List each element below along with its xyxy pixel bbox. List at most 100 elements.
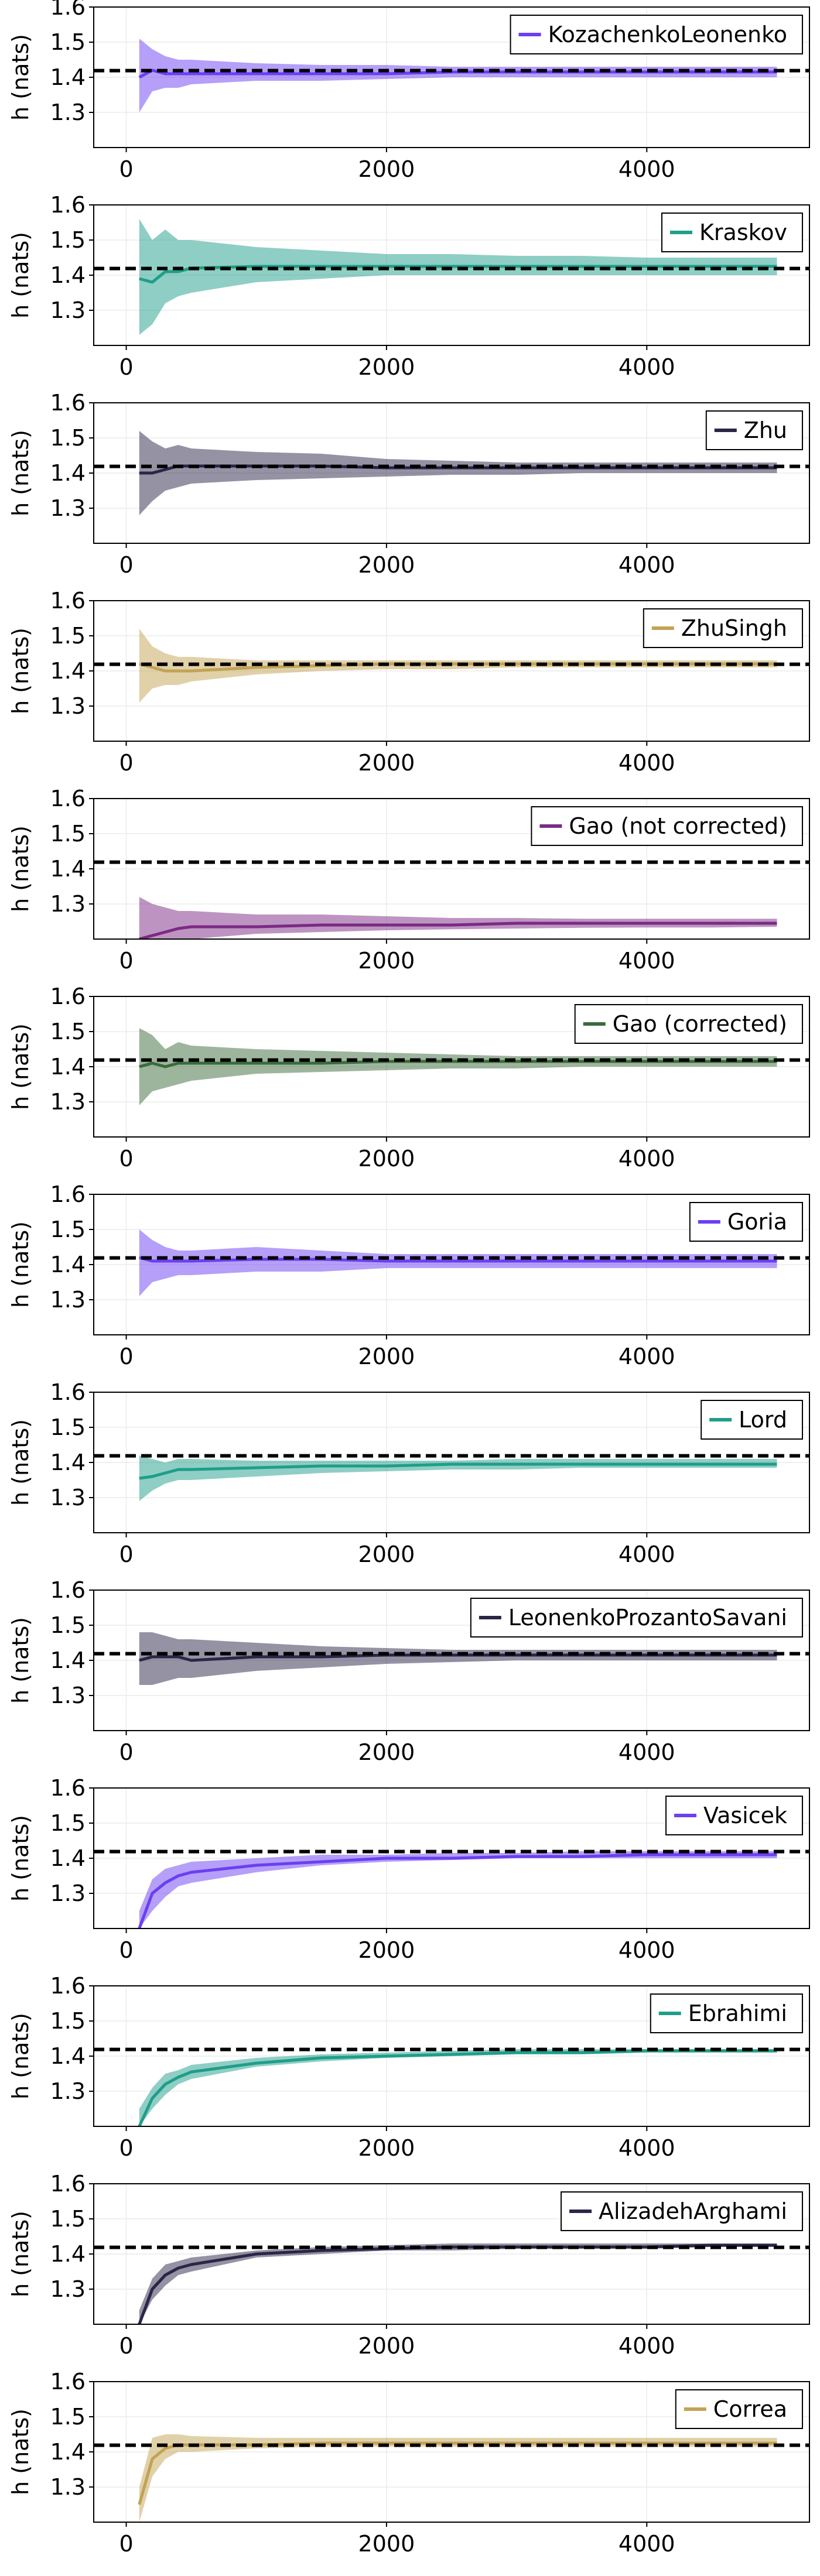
- y-tick-label: 1.6: [50, 588, 86, 614]
- x-tick-label: 4000: [619, 1739, 675, 1765]
- legend-label: AlizadehArghami: [599, 2198, 787, 2224]
- x-tick-label: 4000: [619, 156, 675, 182]
- x-tick-label: 4000: [619, 2333, 675, 2359]
- legend-label: Goria: [727, 1209, 787, 1235]
- y-tick-label: 1.5: [50, 1810, 86, 1836]
- y-tick-label: 1.4: [50, 2439, 86, 2465]
- y-axis-label: h (nats): [8, 1221, 33, 1308]
- y-tick-label: 1.4: [50, 2241, 86, 2267]
- legend: Lord: [701, 1400, 803, 1440]
- y-tick-label: 1.3: [50, 891, 86, 917]
- x-tick-label: 4000: [619, 1937, 675, 1963]
- legend-box: [561, 2191, 803, 2231]
- y-tick-label: 1.4: [50, 262, 86, 288]
- x-tick-label: 4000: [619, 2135, 675, 2161]
- legend: Correa: [675, 2389, 803, 2429]
- confidence-band: [139, 39, 777, 112]
- x-tick-label: 2000: [358, 1739, 415, 1765]
- y-tick-label: 1.6: [50, 0, 86, 20]
- legend-label: Gao (not corrected): [569, 813, 787, 839]
- legend: Goria: [689, 1202, 803, 1242]
- y-tick-label: 1.5: [50, 1414, 86, 1440]
- y-tick-label: 1.4: [50, 1252, 86, 1277]
- y-tick-label: 1.3: [50, 1089, 86, 1115]
- x-tick-label: 0: [119, 750, 133, 776]
- y-tick-label: 1.6: [50, 2369, 86, 2395]
- y-tick-label: 1.4: [50, 460, 86, 486]
- chart-panel-12: 1.3 1.4 1.5 1.6 0 2000 4000 h (nats) Correa: [8, 2369, 810, 2557]
- chart-panel-1: 1.3 1.4 1.5 1.6 0 2000 4000 h (nats) Kraskov: [8, 192, 810, 380]
- legend-label: Correa: [713, 2396, 787, 2422]
- y-tick-label: 1.6: [50, 2171, 86, 2197]
- legend: Kraskov: [661, 213, 803, 252]
- chart-panel-8: 1.3 1.4 1.5 1.6 0 2000 4000 h (nats) LeonenkoPro…: [8, 1577, 810, 1765]
- chart-panel-6: 1.3 1.4 1.5 1.6 0 2000 4000 h (nats) Goria: [8, 1181, 810, 1369]
- legend-label: Vasicek: [703, 1803, 787, 1828]
- y-tick-label: 1.6: [50, 1379, 86, 1405]
- y-tick-label: 1.6: [50, 192, 86, 218]
- y-tick-label: 1.5: [50, 1019, 86, 1044]
- data-layer: [94, 2243, 809, 2324]
- y-tick-label: 1.4: [50, 658, 86, 684]
- x-tick-label: 0: [119, 2333, 133, 2359]
- legend: Ebrahimi: [650, 1993, 803, 2033]
- y-tick-label: 1.5: [50, 2404, 86, 2430]
- data-layer: [94, 1454, 809, 1501]
- y-axis-label: h (nats): [8, 1023, 33, 1110]
- legend-label: ZhuSingh: [681, 615, 787, 641]
- chart-panel-11: 1.3 1.4 1.5 1.6 0 2000 4000 h (nats) AlizadehArg…: [8, 2171, 810, 2359]
- y-tick-label: 1.3: [50, 100, 86, 125]
- y-tick-label: 1.3: [50, 2474, 86, 2500]
- y-axis-label: h (nats): [8, 1617, 33, 1704]
- mean-line: [139, 1256, 777, 1263]
- y-axis-label: h (nats): [8, 232, 33, 318]
- y-axis-label: h (nats): [8, 2013, 33, 2099]
- y-tick-label: 1.3: [50, 1287, 86, 1313]
- x-tick-label: 2000: [358, 156, 415, 182]
- x-tick-label: 2000: [358, 2135, 415, 2161]
- legend-label: Kraskov: [699, 220, 787, 245]
- y-tick-label: 1.4: [50, 1054, 86, 1080]
- y-tick-label: 1.3: [50, 1485, 86, 1510]
- y-axis-label: h (nats): [8, 1815, 33, 1902]
- x-tick-label: 2000: [358, 1344, 415, 1369]
- x-tick-label: 2000: [358, 750, 415, 776]
- y-tick-label: 1.5: [50, 1217, 86, 1242]
- legend-label: Lord: [739, 1407, 787, 1433]
- y-tick-label: 1.6: [50, 786, 86, 811]
- y-tick-label: 1.5: [50, 2206, 86, 2232]
- legend: LeonenkoProzantoSavani: [470, 1598, 803, 1638]
- y-tick-label: 1.5: [50, 227, 86, 253]
- x-tick-label: 2000: [358, 2531, 415, 2557]
- x-tick-label: 0: [119, 1146, 133, 1171]
- legend: Zhu: [705, 410, 803, 450]
- data-layer: [94, 2047, 809, 2126]
- x-tick-label: 4000: [619, 1344, 675, 1369]
- chart-panel-2: 1.3 1.4 1.5 1.6 0 2000 4000 h (nats) Zhu: [8, 390, 810, 578]
- y-tick-label: 1.3: [50, 1683, 86, 1708]
- x-tick-label: 4000: [619, 2531, 675, 2557]
- mean-line: [139, 922, 777, 939]
- legend-box: [574, 1004, 803, 1044]
- confidence-band: [139, 219, 777, 335]
- data-layer: [94, 860, 809, 939]
- data-layer: [94, 39, 809, 112]
- y-tick-label: 1.6: [50, 984, 86, 1009]
- chart-panel-0: 1.3 1.4 1.5 1.6 0 2000 4000 h (nats) KozachenkoL…: [8, 0, 810, 182]
- x-tick-label: 0: [119, 156, 133, 182]
- x-tick-label: 4000: [619, 354, 675, 380]
- legend-box: [665, 1796, 803, 1835]
- chart-panel-10: 1.3 1.4 1.5 1.6 0 2000 4000 h (nats) Ebrahimi: [8, 1973, 810, 2161]
- x-tick-label: 4000: [619, 1146, 675, 1171]
- x-tick-label: 0: [119, 1937, 133, 1963]
- legend: Vasicek: [665, 1796, 803, 1835]
- legend-box: [510, 15, 803, 54]
- y-tick-label: 1.3: [50, 1880, 86, 1906]
- legend: KozachenkoLeonenko: [510, 15, 803, 54]
- x-tick-label: 0: [119, 354, 133, 380]
- legend: ZhuSingh: [643, 608, 803, 648]
- y-tick-label: 1.5: [50, 1612, 86, 1638]
- y-tick-label: 1.4: [50, 1450, 86, 1475]
- y-axis-label: h (nats): [8, 2409, 33, 2495]
- y-tick-label: 1.3: [50, 2276, 86, 2302]
